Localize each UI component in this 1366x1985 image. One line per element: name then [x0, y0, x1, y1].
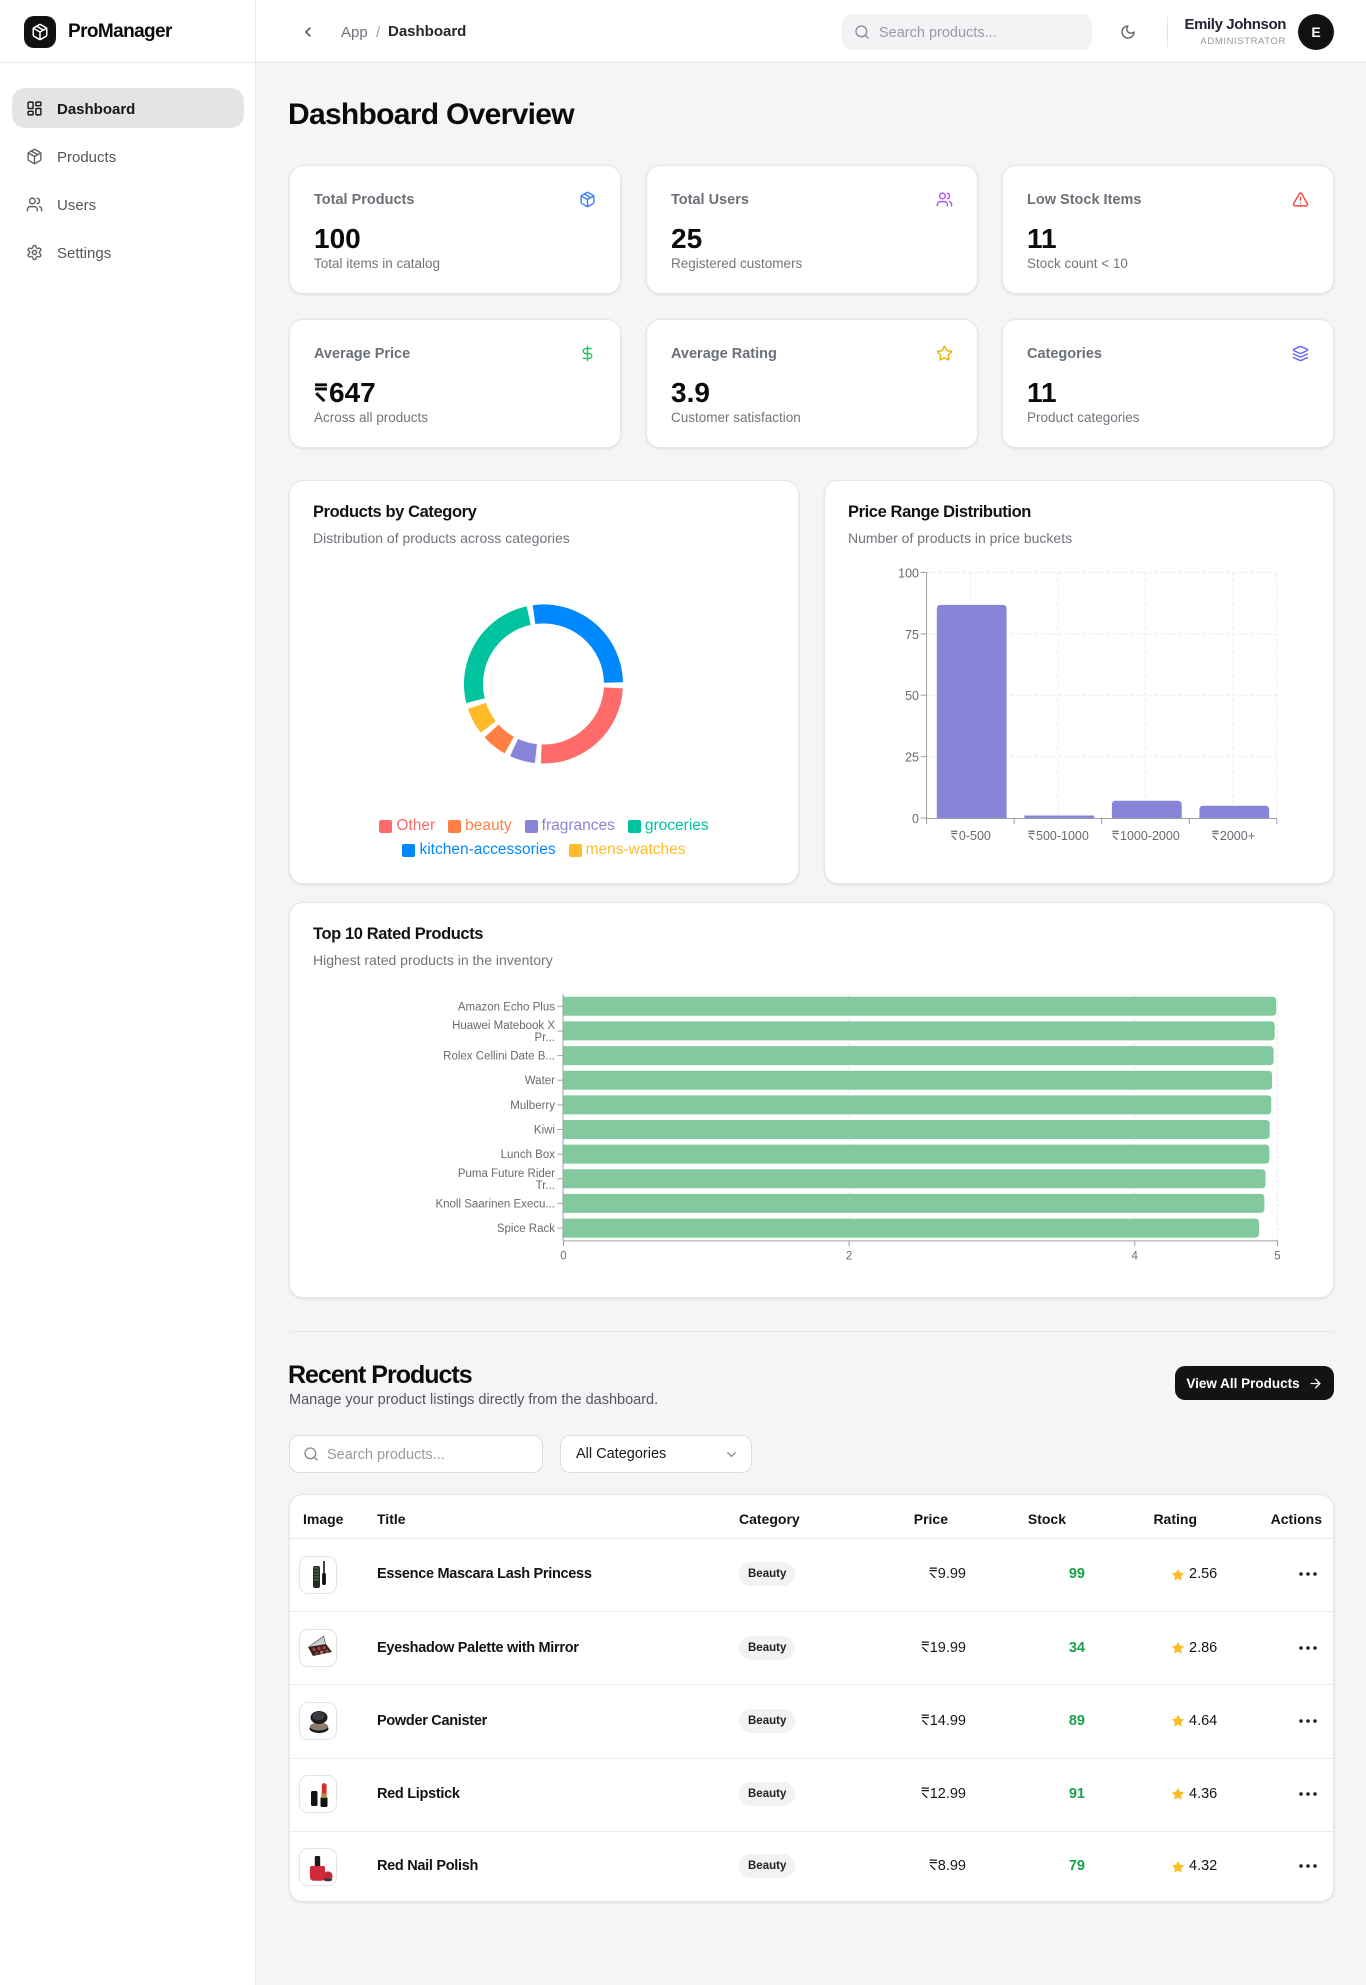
svg-text:5: 5: [1274, 1251, 1280, 1263]
svg-text:Lunch Box: Lunch Box: [501, 1149, 556, 1161]
svg-text:Amazon Echo Plus: Amazon Echo Plus: [458, 1001, 555, 1013]
svg-text:Knoll Saarinen Execu...: Knoll Saarinen Execu...: [435, 1198, 555, 1210]
svg-text:Pr...: Pr...: [535, 1032, 555, 1044]
svg-text:Mulberry: Mulberry: [510, 1100, 555, 1112]
svg-text:2000+: 2000+: [1220, 829, 1255, 843]
svg-text:Spice Rack: Spice Rack: [497, 1223, 555, 1235]
svg-text:2: 2: [846, 1251, 852, 1263]
svg-text:Kiwi: Kiwi: [534, 1125, 555, 1137]
svg-text:500-1000: 500-1000: [1036, 829, 1089, 843]
svg-text:Rolex Cellini Date B...: Rolex Cellini Date B...: [443, 1051, 555, 1063]
svg-text:50: 50: [905, 689, 919, 703]
svg-text:Tr...: Tr...: [536, 1180, 555, 1192]
svg-text:25: 25: [905, 751, 919, 765]
svg-text:100: 100: [898, 567, 919, 581]
svg-text:Huawei Matebook X: Huawei Matebook X: [452, 1020, 555, 1032]
svg-text:75: 75: [905, 628, 919, 642]
svg-text:4: 4: [1131, 1251, 1138, 1263]
svg-text:Puma Future Rider: Puma Future Rider: [458, 1168, 555, 1180]
svg-text:1000-2000: 1000-2000: [1120, 829, 1180, 843]
svg-text:0-500: 0-500: [959, 829, 991, 843]
svg-text:0: 0: [560, 1251, 566, 1263]
svg-text:Water: Water: [525, 1075, 555, 1087]
svg-text:0: 0: [912, 812, 919, 826]
